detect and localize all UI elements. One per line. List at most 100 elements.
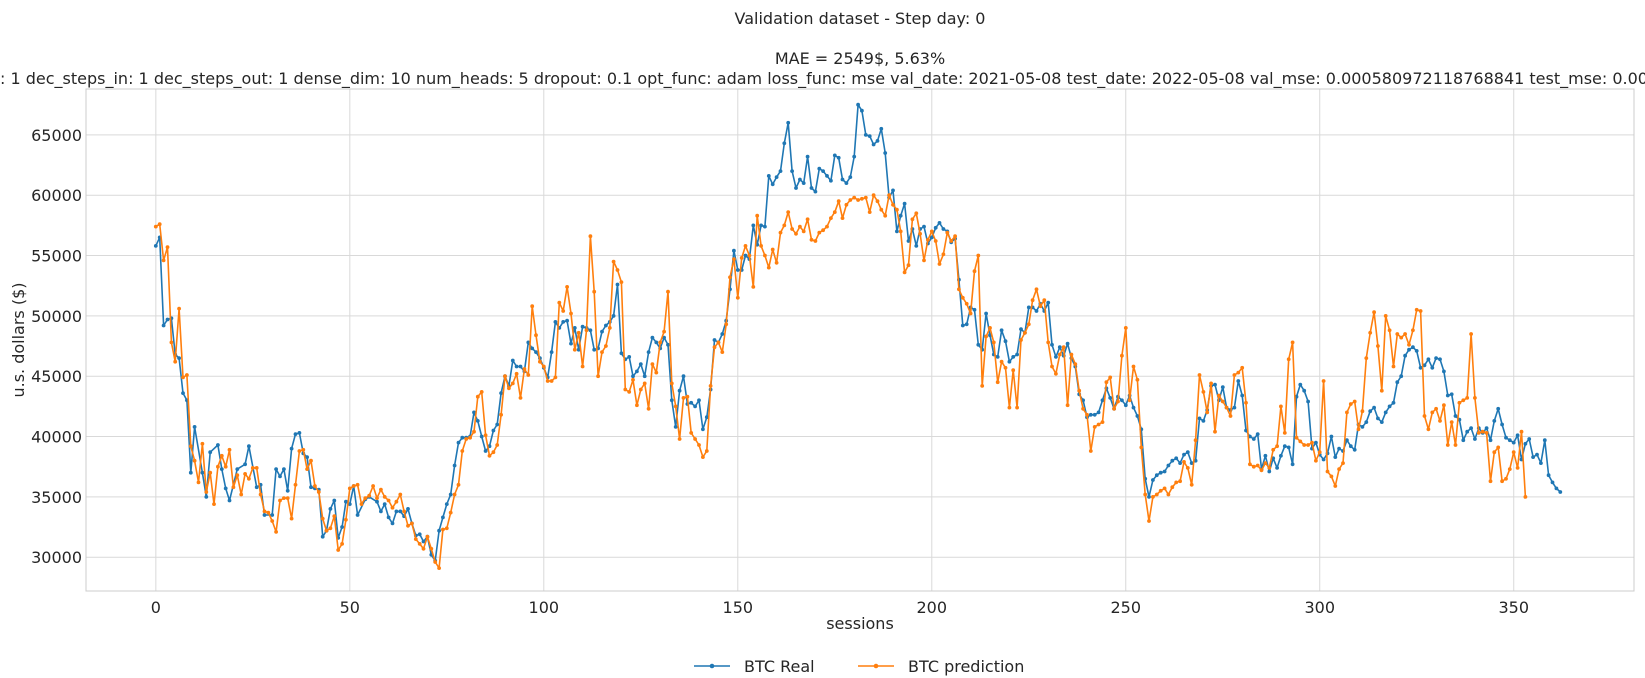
btc-prediction-point xyxy=(316,490,321,494)
btc-real-point xyxy=(914,244,919,248)
btc-prediction-point xyxy=(1376,344,1380,348)
btc-prediction-point xyxy=(572,347,577,352)
btc-prediction-point xyxy=(289,516,294,521)
btc-prediction-point xyxy=(1189,482,1194,487)
btc-real-point xyxy=(328,507,333,511)
btc-prediction-point xyxy=(1352,399,1357,404)
btc-prediction-point xyxy=(829,216,833,221)
btc-real-point xyxy=(1158,470,1163,475)
btc-real-point xyxy=(751,223,756,228)
btc-real-point xyxy=(782,141,787,146)
btc-real-point xyxy=(289,446,294,451)
btc-real-point xyxy=(1120,398,1124,403)
btc-real-point xyxy=(332,498,337,503)
btc-real-point xyxy=(518,364,523,369)
y-tick-label: 40000 xyxy=(31,428,82,447)
btc-real-point xyxy=(1050,342,1054,347)
btc-real-point xyxy=(941,227,946,231)
btc-prediction-point xyxy=(541,364,546,369)
btc-real-point xyxy=(161,323,166,328)
btc-prediction-point xyxy=(1213,429,1217,434)
btc-prediction-point xyxy=(770,247,775,252)
btc-real-point xyxy=(1554,486,1559,491)
btc-prediction-point xyxy=(328,526,333,531)
x-tick-label: 150 xyxy=(723,598,754,617)
btc-prediction-point xyxy=(1422,414,1427,418)
btc-real-point xyxy=(712,338,717,342)
btc-real-point xyxy=(840,177,845,182)
btc-prediction-point xyxy=(402,509,406,514)
btc-prediction-point xyxy=(1224,405,1229,410)
btc-prediction-point xyxy=(1061,345,1066,350)
btc-prediction-point xyxy=(421,546,426,551)
x-tick-label: 200 xyxy=(917,598,948,617)
btc-prediction-point xyxy=(282,496,286,500)
btc-real-point xyxy=(1182,452,1186,457)
btc-prediction-point xyxy=(1430,410,1435,415)
btc-real-point xyxy=(192,425,197,429)
btc-prediction-point xyxy=(347,486,352,491)
btc-real-point xyxy=(479,434,484,439)
btc-real-point xyxy=(1034,309,1039,313)
btc-prediction-point xyxy=(1314,458,1318,463)
btc-prediction-point xyxy=(817,230,822,235)
btc-prediction-point xyxy=(588,234,593,239)
btc-prediction-point xyxy=(437,566,441,570)
btc-prediction-point xyxy=(363,496,368,500)
btc-real-point xyxy=(514,364,519,369)
btc-prediction-point xyxy=(1310,440,1314,445)
btc-prediction-point xyxy=(1341,461,1345,465)
btc-prediction-point xyxy=(1104,380,1109,385)
btc-real-point xyxy=(549,350,554,354)
btc-prediction-point xyxy=(1325,469,1330,474)
btc-real-point xyxy=(580,324,585,329)
btc-prediction-point xyxy=(724,322,729,327)
btc-prediction-point xyxy=(359,502,364,506)
btc-real-point xyxy=(417,532,422,537)
btc-prediction-point xyxy=(219,453,224,458)
btc-real-point xyxy=(720,332,725,336)
legend: BTC Real BTC prediction xyxy=(694,657,1024,676)
btc-prediction-point xyxy=(491,450,496,455)
btc-prediction-point xyxy=(1453,443,1458,447)
btc-real-point xyxy=(615,282,620,287)
btc-real-point xyxy=(510,358,515,363)
btc-real-point xyxy=(1054,355,1058,359)
btc-real-point xyxy=(1314,440,1318,445)
btc-prediction-point xyxy=(790,227,794,231)
btc-prediction-point xyxy=(456,482,461,487)
btc-prediction-point xyxy=(1317,450,1322,455)
btc-real-point xyxy=(1546,473,1551,478)
btc-prediction-point xyxy=(185,373,189,377)
btc-real-point xyxy=(1011,355,1016,359)
x-axis-ticks: 0 50 100 150 200 250 300 350 xyxy=(151,598,1529,617)
btc-prediction-point xyxy=(200,441,205,446)
legend-marker-prediction xyxy=(873,663,879,669)
btc-prediction-point xyxy=(1030,298,1035,303)
btc-real-point xyxy=(1279,453,1283,458)
btc-prediction-point xyxy=(964,301,969,306)
btc-prediction-point xyxy=(592,289,597,294)
btc-real-point xyxy=(732,248,736,253)
btc-real-point xyxy=(883,151,888,155)
btc-prediction-point xyxy=(902,270,907,275)
btc-prediction-point xyxy=(825,224,829,229)
btc-real-point xyxy=(1282,444,1287,449)
btc-real-point xyxy=(766,174,771,178)
btc-prediction-point xyxy=(1391,364,1396,369)
btc-prediction-point xyxy=(340,542,344,546)
btc-real-point xyxy=(817,166,822,171)
btc-real-point xyxy=(681,374,686,379)
btc-prediction-point xyxy=(856,198,860,202)
btc-prediction-point xyxy=(1050,364,1054,369)
btc-prediction-point xyxy=(223,464,228,469)
btc-prediction-point xyxy=(1263,461,1268,465)
btc-real-point xyxy=(1500,422,1504,427)
btc-prediction-point xyxy=(468,435,472,440)
btc-prediction-point xyxy=(1209,381,1213,386)
btc-real-point xyxy=(813,189,818,194)
btc-real-point xyxy=(204,495,209,499)
btc-real-point xyxy=(1255,432,1260,436)
btc-prediction-point xyxy=(518,396,523,400)
btc-prediction-point xyxy=(576,330,581,335)
